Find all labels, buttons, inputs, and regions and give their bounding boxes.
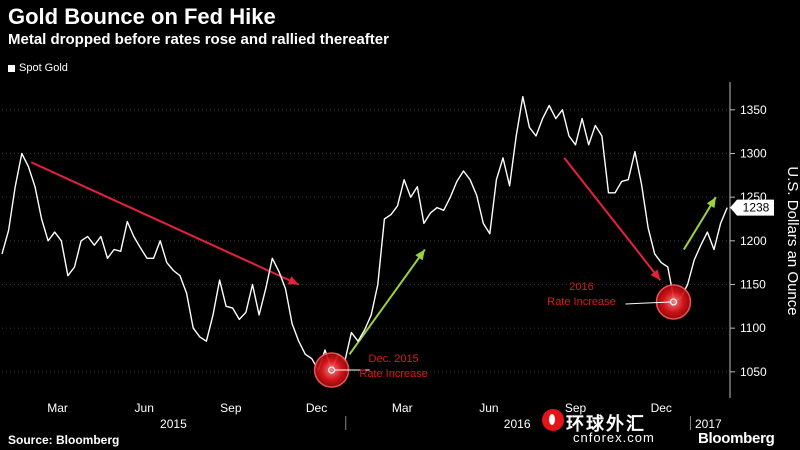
- legend-label: Spot Gold: [19, 62, 68, 74]
- marker-label: Rate Increase: [359, 368, 427, 380]
- rate-increase-marker: Dec. 2015 Rate Increase: [313, 352, 428, 388]
- arrow-shaft: [348, 248, 426, 355]
- marker-circle: [655, 284, 692, 320]
- marker-leader: [625, 301, 671, 305]
- chart-subtitle: Metal dropped before rates rose and rall…: [8, 31, 389, 48]
- arrow-head: [287, 276, 299, 285]
- legend: Spot Gold: [8, 62, 68, 74]
- marker-label: Dec. 2015: [369, 353, 419, 365]
- x-tick-label: Mar: [47, 401, 68, 415]
- last-value-label: 1238: [743, 201, 770, 215]
- x-tick-label: Dec: [306, 401, 327, 415]
- watermark-text-cn: 环球外汇: [566, 414, 646, 434]
- y-tick-label: 1200: [740, 234, 767, 248]
- x-tick-label: Jun: [479, 401, 498, 415]
- last-value-tag: [730, 199, 774, 216]
- year-label: 2015: [160, 417, 187, 431]
- up-trend-arrow: [682, 196, 717, 251]
- y-tick-label: 1050: [740, 365, 767, 379]
- watermark-logo-icon: [542, 409, 564, 431]
- year-label: 2016: [504, 417, 531, 431]
- x-tick-label: Dec: [651, 401, 672, 415]
- x-tick-label: Jun: [135, 401, 154, 415]
- line-layer: [1, 95, 728, 371]
- legend-swatch: [8, 64, 15, 72]
- marker-label: 2016: [569, 281, 593, 293]
- arrow-shaft: [682, 196, 717, 251]
- y-tick-label: 1300: [740, 146, 767, 160]
- marker-layer: Dec. 2015 Rate Increase 2016 Rate Increase: [313, 281, 692, 388]
- arrow-head: [415, 249, 425, 261]
- arrow-head: [706, 197, 716, 209]
- watermark-text-en: cnforex.com: [573, 430, 655, 445]
- arrow-layer: [30, 157, 717, 355]
- spot-gold-line: [1, 95, 728, 371]
- y-tick-label: 1350: [740, 103, 767, 117]
- x-tick-label: Sep: [565, 401, 587, 415]
- year-label: 2017: [695, 417, 722, 431]
- x-tick-label: Sep: [220, 401, 242, 415]
- down-trend-arrow: [30, 161, 300, 286]
- rate-increase-marker: 2016 Rate Increase: [547, 281, 692, 320]
- y-tick-label: 1150: [740, 277, 766, 291]
- arrow-head: [650, 269, 661, 281]
- y-axis-title: U.S. Dollars an Ounce: [784, 166, 800, 315]
- down-trend-arrow: [563, 157, 662, 281]
- arrow-shaft: [30, 161, 300, 286]
- marker-label: Rate Increase: [547, 296, 615, 308]
- brand-logo: Bloomberg: [698, 430, 775, 447]
- y-tick-label: 1100: [740, 321, 766, 335]
- up-trend-arrow: [348, 248, 426, 355]
- x-tick-label: Mar: [392, 401, 413, 415]
- chart-title: Gold Bounce on Fed Hike: [8, 4, 276, 29]
- source-note: Source: Bloomberg: [8, 433, 120, 447]
- arrow-shaft: [563, 157, 662, 281]
